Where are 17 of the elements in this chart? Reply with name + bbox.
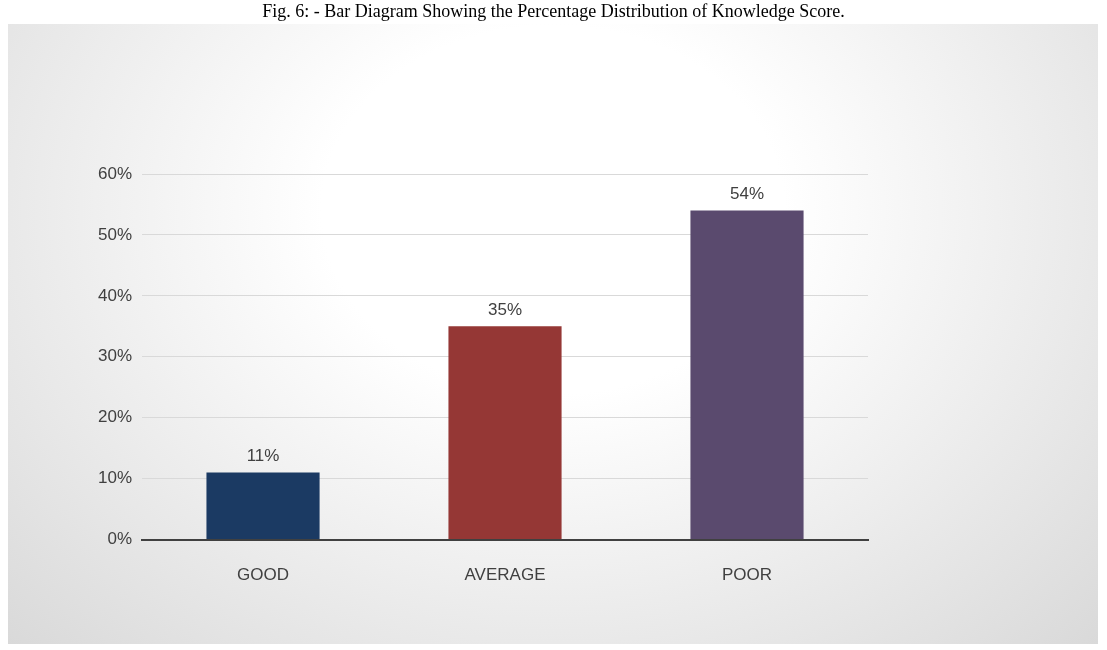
y-tick-label: 60% (97, 163, 133, 183)
y-tick-label: 10% (97, 468, 133, 488)
data-label: 11% (246, 445, 280, 465)
bar (690, 210, 804, 540)
data-label: 35% (488, 299, 523, 319)
bar (448, 326, 562, 540)
x-tick-label: GOOD (237, 565, 289, 585)
bar (206, 472, 320, 540)
data-label: 54% (729, 183, 765, 203)
y-tick-label: 30% (97, 346, 133, 366)
y-tick-label: 20% (97, 407, 133, 427)
x-tick-label: AVERAGE (464, 565, 546, 585)
y-tick-label: 50% (97, 224, 133, 244)
y-tick-label: 0% (107, 529, 133, 549)
y-tick-label: 40% (97, 285, 133, 305)
x-tick-label: POOR (721, 565, 773, 585)
chart-title: Fig. 6: - Bar Diagram Showing the Percentage Distribution of Knowledge Score. (261, 0, 846, 22)
